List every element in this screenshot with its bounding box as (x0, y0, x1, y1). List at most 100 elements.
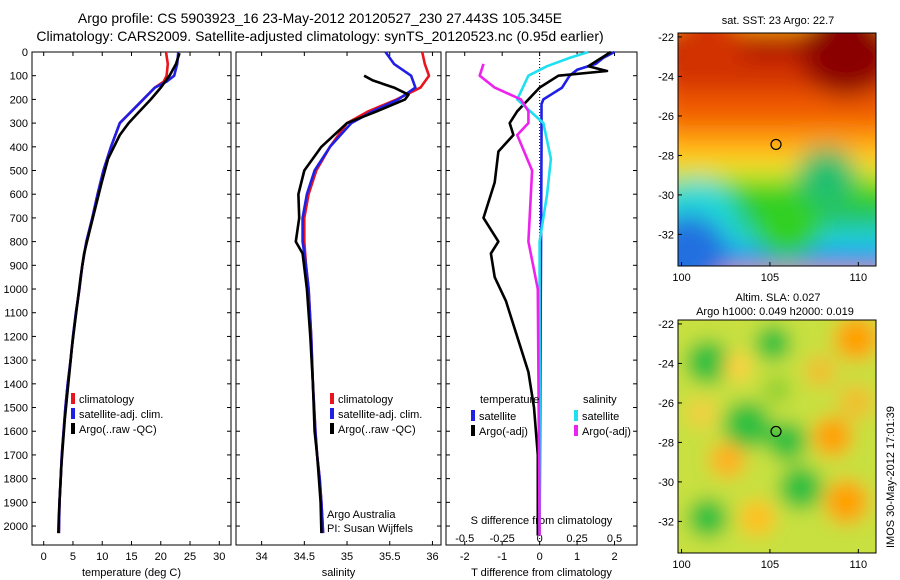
map-x-tick-label: 100 (672, 559, 690, 571)
series-temperature-argo-adj- (482, 50, 612, 536)
y-tick-label: 1700 (4, 450, 28, 462)
x-tick-label: 5 (70, 551, 76, 563)
series-argo-raw-qc- (294, 74, 410, 534)
panel-difference: -2 -1 0 1 2 T difference from climatology -0.5… (445, 50, 638, 579)
legend-entry: climatology (338, 394, 394, 406)
map-y-tick-label: -22 (658, 319, 674, 331)
argo-location-marker (770, 425, 782, 438)
sla-map-frame (677, 319, 877, 554)
x-tick-label: 1 (574, 551, 580, 563)
series-temperature-satellite (538, 50, 616, 536)
map-x-tick-label: 110 (850, 559, 868, 571)
series-satellite-adj-clim- (57, 51, 180, 534)
legend-swatch (71, 423, 75, 434)
x-tick-label: 36 (426, 551, 438, 563)
x2-tick-label: 0 (537, 533, 543, 545)
y-tick-label: 1500 (4, 403, 28, 415)
series-argo-raw-qc- (57, 52, 181, 534)
legend-entry: satellite (582, 411, 619, 423)
y-tick-label: 300 (10, 118, 28, 130)
sst-map-title: sat. SST: 23 Argo: 22.7 (722, 15, 835, 27)
argo-location-marker (770, 138, 782, 151)
x-tick-label: 30 (213, 551, 225, 563)
legend-swatch (574, 410, 578, 421)
series-salinity-argo-adj- (478, 63, 541, 536)
legend-swatch (574, 425, 578, 436)
legend-title-salinity: salinity (583, 394, 617, 406)
credit-line-2: PI: Susan Wijffels (327, 523, 413, 535)
map-x-tick-label: 110 (850, 272, 868, 284)
series-satellite-adj-clim- (301, 51, 417, 534)
legend-entry: climatology (79, 394, 135, 406)
map-y-tick-label: -28 (658, 150, 674, 162)
salinity-xlabel: salinity (322, 567, 356, 579)
x-tick-label: 10 (96, 551, 108, 563)
x-tick-label: -2 (460, 551, 470, 563)
y-tick-label: 800 (10, 237, 28, 249)
map-y-tick-label: -28 (658, 437, 674, 449)
plot-title-line2: Climatology: CARS2009. Satellite-adjuste… (36, 28, 604, 44)
map-y-tick-label: -22 (658, 32, 674, 44)
map-x-tick-label: 105 (761, 272, 779, 284)
x2-tick-label: -0.5 (455, 533, 474, 545)
legend-swatch (471, 425, 475, 436)
y-tick-label: 200 (10, 94, 28, 106)
panel-temperature: 0100200300400500600700800900100011001200… (4, 47, 232, 579)
map-x-tick-label: 105 (761, 559, 779, 571)
legend-entry: satellite-adj. clim. (79, 409, 163, 421)
plot-title-line1: Argo profile: CS 5903923_16 23-May-2012 … (77, 10, 563, 26)
difference-axes-frame (445, 51, 638, 546)
legend-entry: satellite-adj. clim. (338, 409, 422, 421)
legend-entry: Argo(-adj) (582, 426, 631, 438)
x-tick-label: 35 (341, 551, 353, 563)
x-tick-label: 25 (184, 551, 196, 563)
y-tick-label: 100 (10, 71, 28, 83)
series-climatology (302, 51, 431, 534)
sla-map: 100 105 110 -22 -24 -26 -28 -30 -32 Altim. SLA: 0… (658, 292, 877, 571)
x2-tick-label: 0.25 (566, 533, 587, 545)
x-tick-label: 34.5 (294, 551, 315, 563)
sla-map-field (678, 320, 876, 553)
x-tick-label: 20 (155, 551, 167, 563)
legend-entry: Argo(..raw -QC) (79, 424, 157, 436)
map-y-tick-label: -26 (658, 398, 674, 410)
legend-swatch (330, 423, 334, 434)
y-tick-label: 400 (10, 142, 28, 154)
map-y-tick-label: -26 (658, 111, 674, 123)
x-tick-label: 34 (256, 551, 268, 563)
map-y-tick-label: -32 (658, 229, 674, 241)
map-y-tick-label: -32 (658, 516, 674, 528)
y-tick-label: 500 (10, 166, 28, 178)
map-y-tick-label: -24 (658, 71, 674, 83)
y-tick-label: 0 (22, 47, 28, 59)
y-tick-label: 1200 (4, 331, 28, 343)
legend-swatch (330, 408, 334, 419)
map-y-tick-label: -30 (658, 190, 674, 202)
map-y-tick-label: -24 (658, 358, 674, 370)
y-tick-label: 1900 (4, 497, 28, 509)
timestamp-label: IMOS 30-May-2012 17:01:39 (885, 406, 897, 548)
sla-map-title: Altim. SLA: 0.027 (736, 292, 821, 304)
salinity-axes-frame (235, 51, 442, 546)
temperature-xlabel: temperature (deg C) (82, 567, 181, 579)
y-tick-label: 1800 (4, 474, 28, 486)
map-x-tick-label: 100 (672, 272, 690, 284)
sla-map-subtitle: Argo h1000: 0.049 h2000: 0.019 (696, 306, 854, 318)
y-tick-label: 1600 (4, 426, 28, 438)
x-tick-label: -1 (497, 551, 507, 563)
legend-entry: satellite (479, 411, 516, 423)
series-climatology (57, 51, 170, 534)
difference-xlabel: T difference from climatology (471, 567, 612, 579)
sst-map-field (678, 33, 876, 266)
y-tick-label: 700 (10, 213, 28, 225)
legend-swatch (71, 408, 75, 419)
legend-entry: Argo(-adj) (479, 426, 528, 438)
y-tick-label: 1100 (4, 308, 28, 320)
legend-swatch (471, 410, 475, 421)
credit-line-1: Argo Australia (327, 509, 396, 521)
y-tick-label: 1400 (4, 379, 28, 391)
panel-salinity: 34 34.5 35 35.5 36 salinity climatology satelli… (235, 51, 442, 579)
x-tick-label: 15 (125, 551, 137, 563)
legend-swatch (330, 393, 334, 404)
